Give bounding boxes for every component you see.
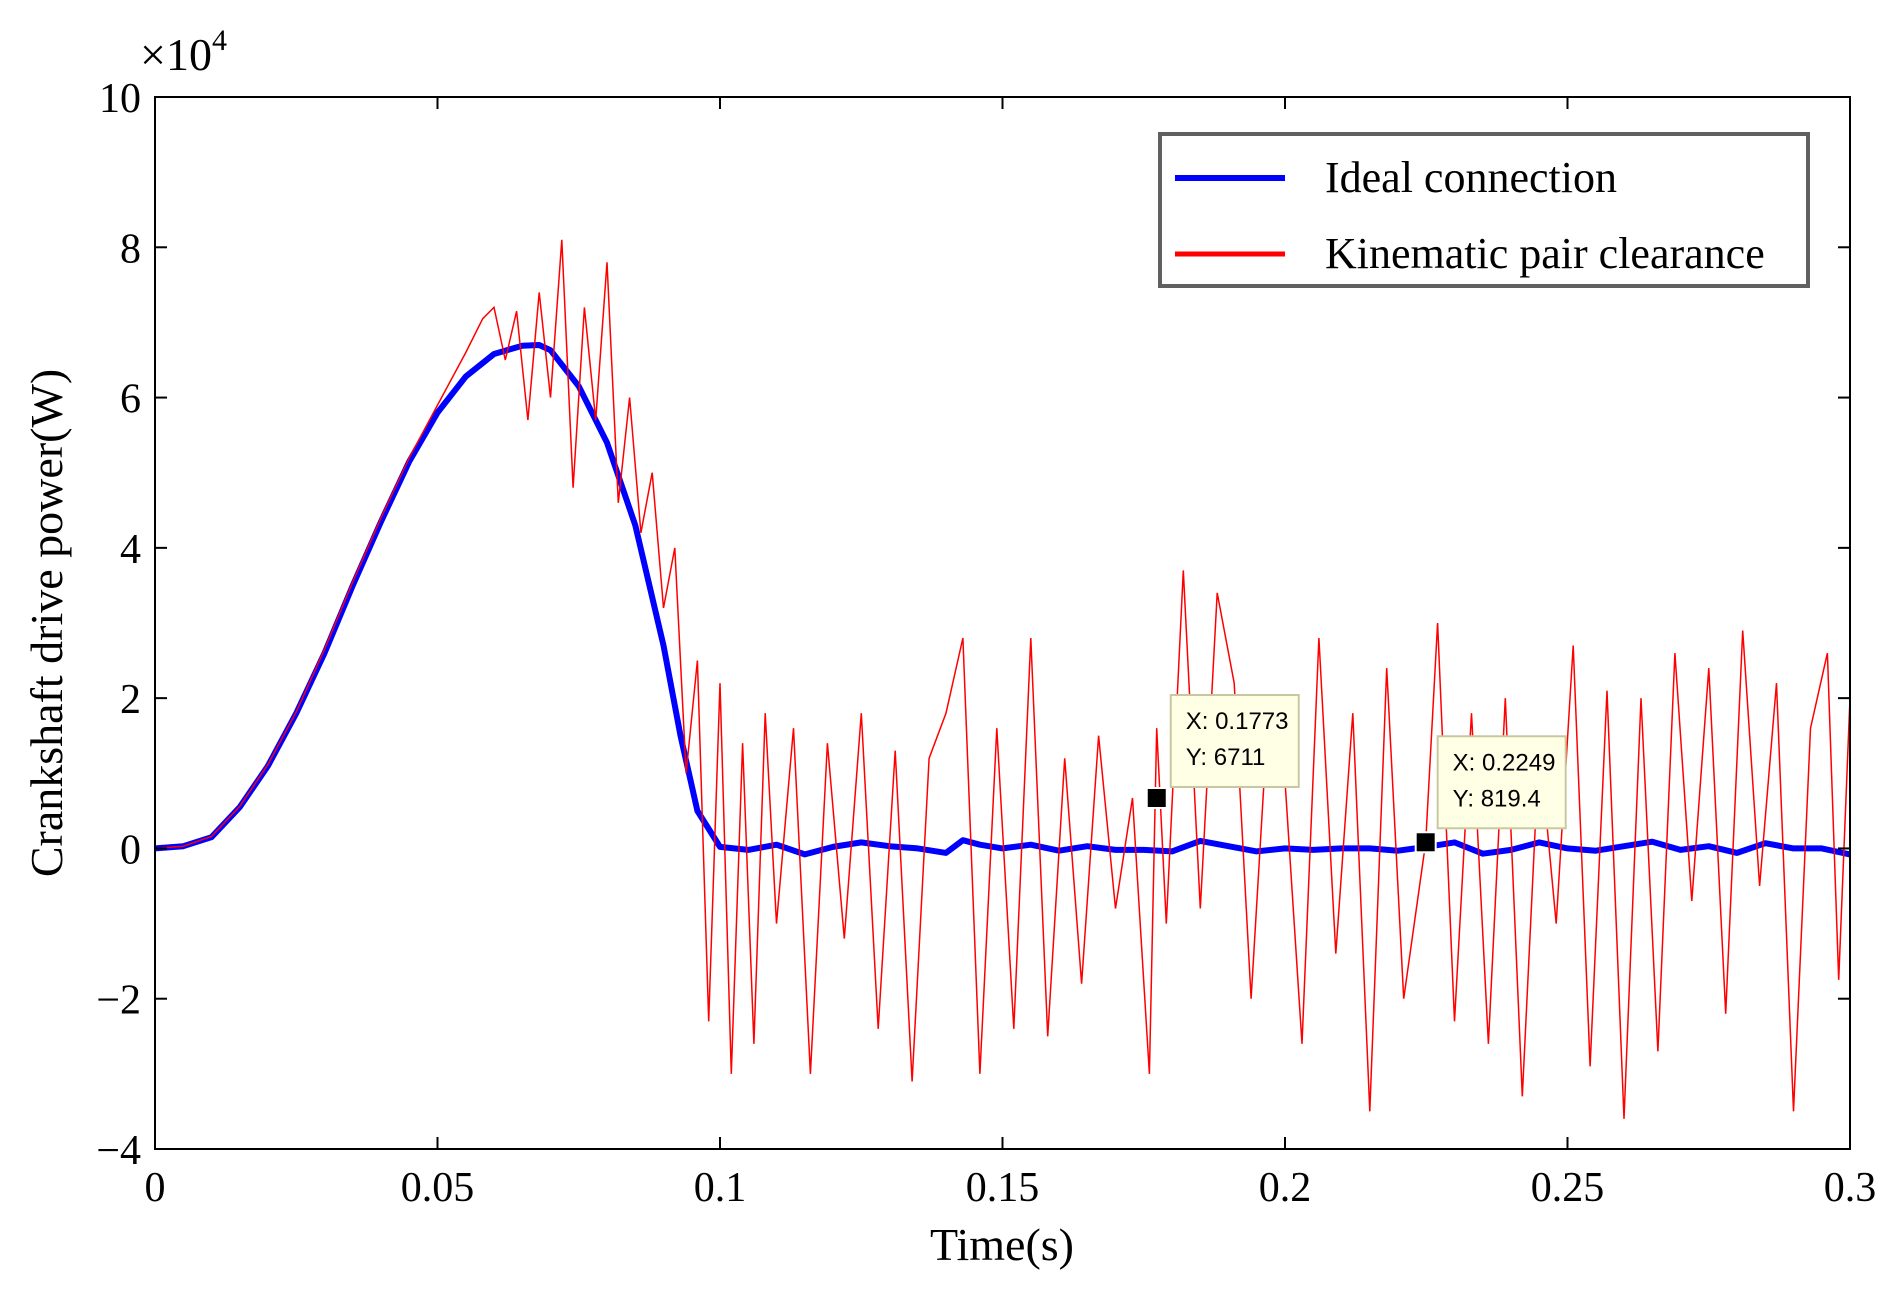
- x-tick-label: 0.25: [1531, 1165, 1605, 1211]
- x-tick-label: 0.1: [694, 1165, 747, 1211]
- y-axis-title: Crankshaft drive power(W): [21, 369, 72, 877]
- x-axis-title: Time(s): [930, 1219, 1074, 1270]
- legend-label-ideal-connection: Ideal connection: [1325, 153, 1617, 202]
- y-tick-label: 6: [120, 377, 141, 423]
- y-axis: −4 −2 0 2 4 6 8 10: [96, 76, 1850, 1174]
- legend: Ideal connection Kinematic pair clearanc…: [1158, 132, 1810, 288]
- y-tick-label: −4: [96, 1128, 141, 1174]
- x-tick-label: 0.05: [401, 1165, 475, 1211]
- y-tick-label: −2: [96, 978, 141, 1024]
- datatip-x-label: X: 0.2249: [1453, 749, 1556, 776]
- datatip-marker: [1145, 787, 1168, 810]
- y-tick-label: 10: [99, 76, 141, 122]
- datatip-x-label: X: 0.1773: [1186, 708, 1289, 735]
- datatips: X: 0.1773 Y: 6711 X: 0.2249 Y: 819.4: [1145, 694, 1567, 854]
- datatip-box: [1169, 694, 1300, 789]
- datatip-y-label: Y: 819.4: [1453, 785, 1541, 812]
- legend-label-kinematic-pair-clearance: Kinematic pair clearance: [1325, 229, 1765, 278]
- datatip-y-label: Y: 6711: [1186, 744, 1266, 771]
- y-tick-label: 4: [120, 527, 141, 573]
- series-line-kinematic-pair-clearance: [155, 239, 1850, 1119]
- y-tick-label: 8: [120, 226, 141, 272]
- legend-box: [1158, 132, 1810, 288]
- y-exponent-label: ×104: [140, 24, 227, 80]
- x-axis: 0 0.05 0.1 0.15 0.2 0.25 0.3: [145, 97, 1877, 1211]
- datatip-box: [1436, 735, 1567, 830]
- datatip-marker: [1414, 831, 1437, 854]
- x-tick-label: 0: [145, 1165, 166, 1211]
- x-tick-label: 0.2: [1259, 1165, 1312, 1211]
- x-tick-label: 0.15: [966, 1165, 1040, 1211]
- x-tick-label: 0.3: [1824, 1165, 1877, 1211]
- y-tick-label: 2: [120, 677, 141, 723]
- y-tick-label: 0: [120, 827, 141, 873]
